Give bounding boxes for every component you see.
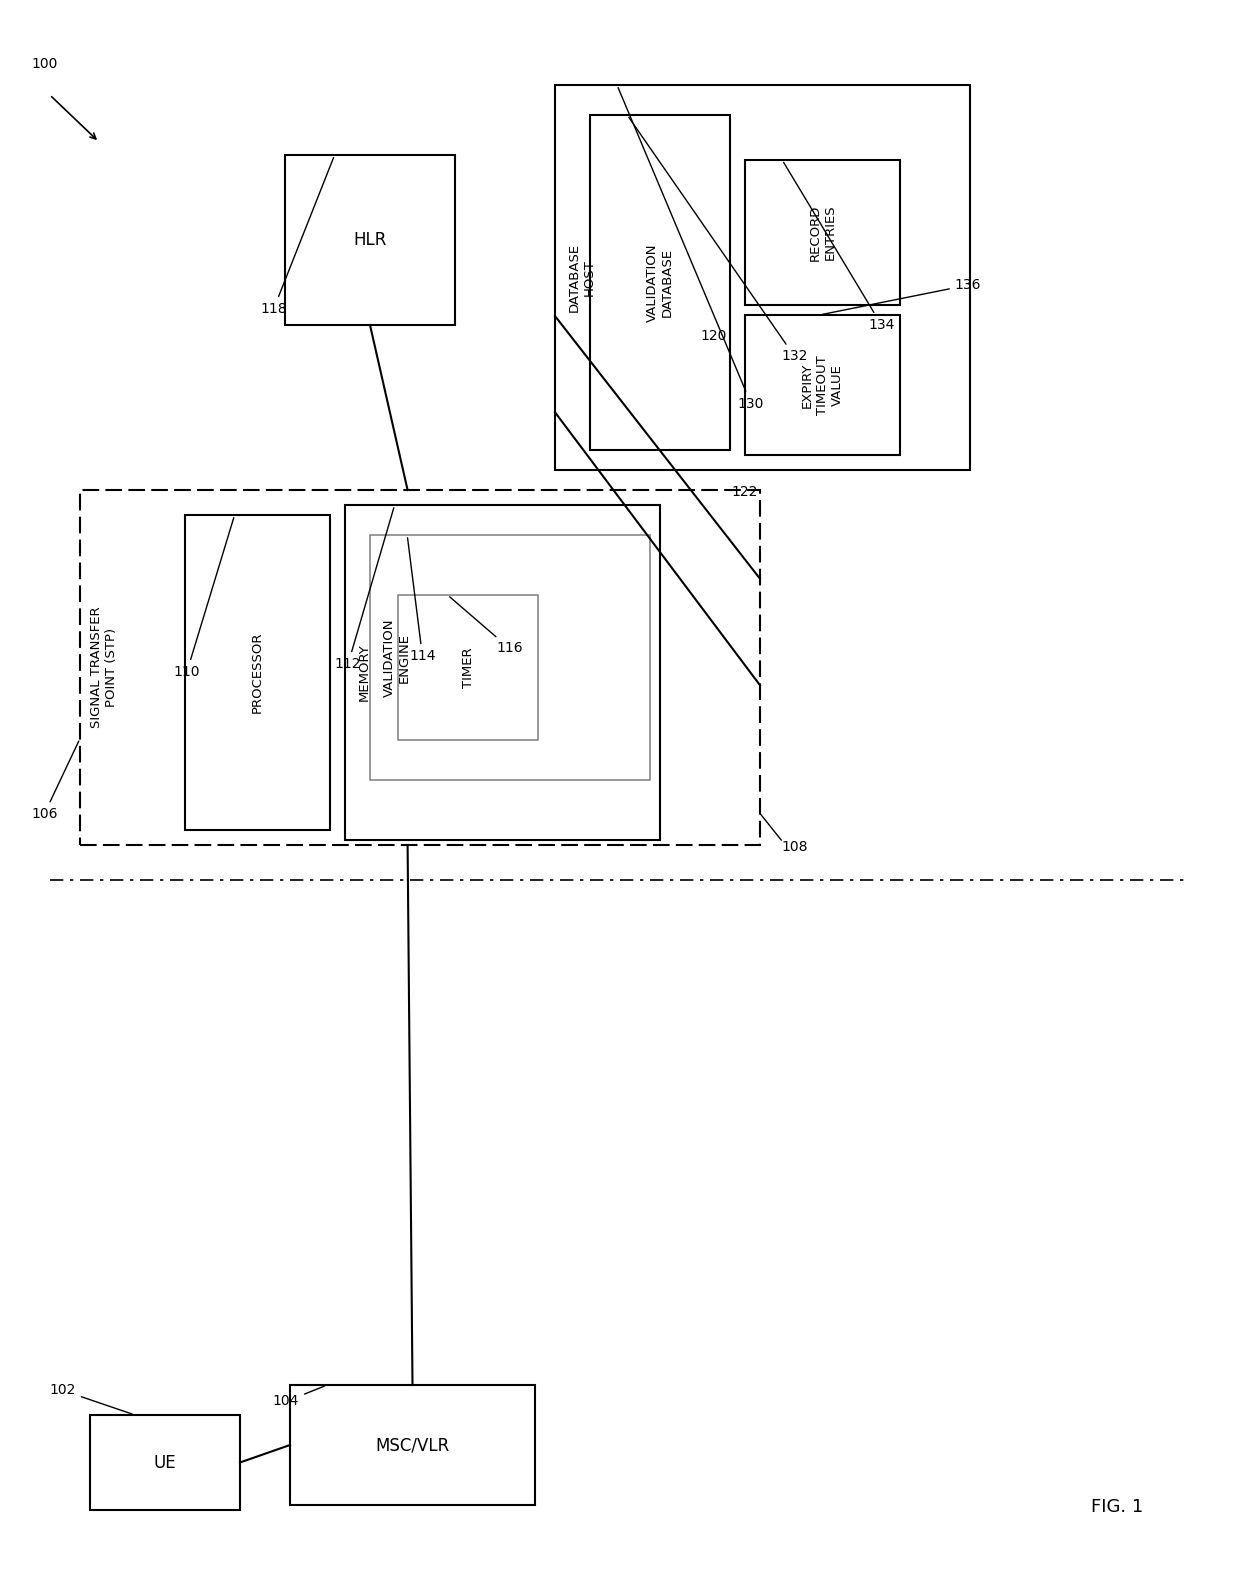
FancyBboxPatch shape bbox=[590, 115, 730, 450]
Text: MEMORY: MEMORY bbox=[357, 644, 371, 701]
Text: 108: 108 bbox=[781, 840, 807, 854]
Text: 130: 130 bbox=[618, 87, 764, 411]
Text: PROCESSOR: PROCESSOR bbox=[250, 632, 264, 714]
Text: 118: 118 bbox=[260, 158, 334, 316]
Text: UE: UE bbox=[154, 1454, 176, 1472]
Text: 134: 134 bbox=[784, 163, 894, 332]
FancyBboxPatch shape bbox=[185, 515, 330, 831]
FancyBboxPatch shape bbox=[285, 155, 455, 325]
Text: 122: 122 bbox=[732, 485, 758, 499]
Text: 106: 106 bbox=[31, 741, 79, 821]
Text: 110: 110 bbox=[174, 518, 234, 679]
Text: VALIDATION
DATABASE: VALIDATION DATABASE bbox=[646, 243, 675, 322]
Text: FIG. 1: FIG. 1 bbox=[1091, 1498, 1143, 1516]
FancyBboxPatch shape bbox=[345, 505, 660, 840]
FancyBboxPatch shape bbox=[81, 489, 760, 845]
Text: MSC/VLR: MSC/VLR bbox=[376, 1435, 450, 1454]
Text: 100: 100 bbox=[31, 57, 57, 71]
Text: 120: 120 bbox=[701, 330, 727, 343]
Text: 102: 102 bbox=[50, 1383, 133, 1415]
FancyBboxPatch shape bbox=[91, 1415, 241, 1510]
Text: 104: 104 bbox=[273, 1386, 325, 1408]
Text: 136: 136 bbox=[822, 278, 981, 314]
Text: SIGNAL TRANSFER
POINT (STP): SIGNAL TRANSFER POINT (STP) bbox=[91, 606, 118, 728]
Text: 114: 114 bbox=[408, 538, 435, 663]
Text: HLR: HLR bbox=[353, 231, 387, 249]
Text: TIMER: TIMER bbox=[461, 647, 475, 688]
Text: DATABASE
HOST: DATABASE HOST bbox=[568, 243, 595, 313]
FancyBboxPatch shape bbox=[370, 535, 650, 780]
Text: 116: 116 bbox=[450, 597, 522, 655]
Text: 132: 132 bbox=[629, 117, 807, 363]
Text: 112: 112 bbox=[335, 508, 394, 671]
Text: VALIDATION
ENGINE: VALIDATION ENGINE bbox=[382, 619, 410, 696]
Text: RECORD
ENTRIES: RECORD ENTRIES bbox=[808, 204, 837, 261]
FancyBboxPatch shape bbox=[745, 159, 900, 305]
FancyBboxPatch shape bbox=[745, 314, 900, 455]
FancyBboxPatch shape bbox=[398, 595, 538, 741]
FancyBboxPatch shape bbox=[556, 85, 970, 471]
FancyBboxPatch shape bbox=[290, 1385, 534, 1505]
Text: EXPIRY
TIMEOUT
VALUE: EXPIRY TIMEOUT VALUE bbox=[801, 355, 844, 415]
